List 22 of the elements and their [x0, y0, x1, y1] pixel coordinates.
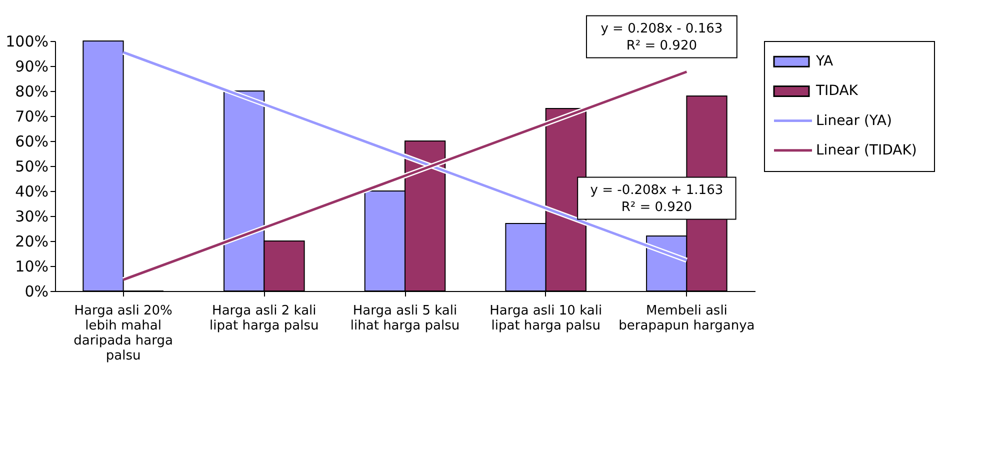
- y-tick-label: 100%: [6, 32, 48, 50]
- x-tick-label: Harga asli 10 kali lipat harga palsu: [490, 304, 602, 334]
- annotation: y = 0.208x - 0.163 R² = 0.920: [600, 21, 723, 54]
- legend-label: TIDAK: [815, 83, 859, 100]
- y-tick-label: 30%: [15, 208, 48, 226]
- y-tick-label: 0%: [24, 282, 48, 300]
- y-tick-label: 90%: [15, 58, 48, 76]
- x-tick-label: Harga asli 5 kali lihat harga palsu: [350, 304, 460, 334]
- y-tick-label: 70%: [15, 108, 48, 126]
- legend-label: Linear (TIDAK): [816, 142, 917, 158]
- legend-label: Linear (YA): [816, 112, 892, 129]
- y-tick-label: 60%: [15, 132, 48, 150]
- y-tick-label: 40%: [15, 182, 48, 200]
- annotation: y = -0.208x + 1.163 R² = 0.920: [590, 182, 724, 215]
- x-tick-label: Harga asli 2 kali lipat harga palsu: [210, 304, 319, 334]
- legend-label: YA: [815, 54, 834, 70]
- y-tick-label: 50%: [15, 158, 48, 176]
- x-tick-label: Harga asli 20% lebih mahal daripada harga palsu: [74, 304, 173, 364]
- y-tick-label: 10%: [15, 258, 48, 276]
- y-tick-label: 80%: [15, 82, 48, 100]
- x-tick-label: Membeli asli berapapun harganya: [618, 304, 755, 334]
- y-tick-label: 20%: [15, 232, 48, 250]
